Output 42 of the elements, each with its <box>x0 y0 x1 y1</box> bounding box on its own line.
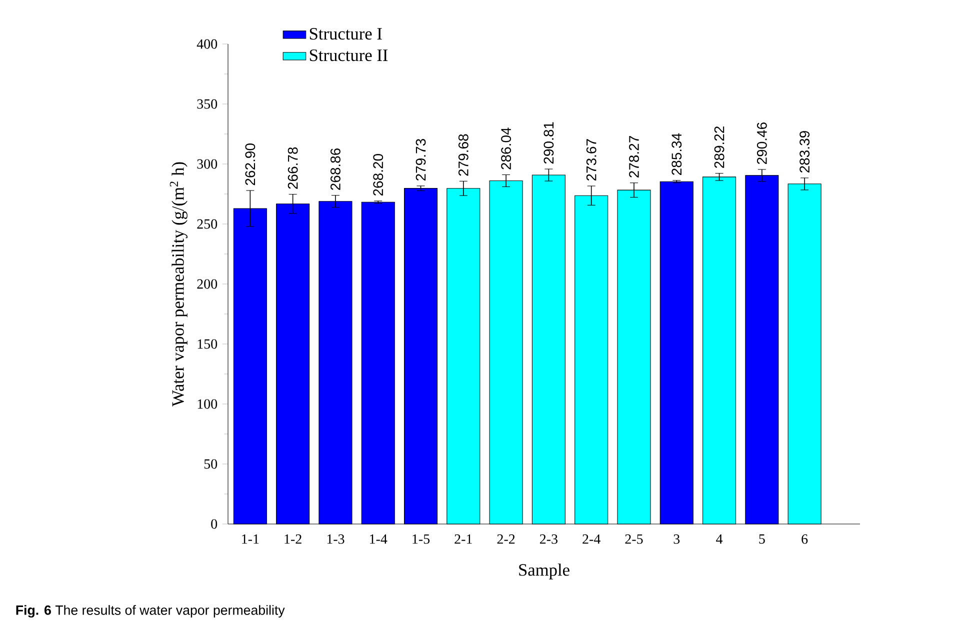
data-label: 290.81 <box>544 122 554 164</box>
y-tick-label: 400 <box>196 39 218 49</box>
legend-label: Structure I <box>310 28 382 40</box>
data-label: 273.67 <box>586 139 596 181</box>
x-tick-label: 1-5 <box>412 534 430 544</box>
x-tick-label: 6 <box>802 534 808 544</box>
x-tick-label: 3 <box>674 534 680 544</box>
y-tick-label: 0 <box>211 519 218 529</box>
y-tick-label: 50 <box>204 459 218 469</box>
x-tick-label: 1-2 <box>284 534 302 544</box>
data-label: 279.68 <box>458 134 468 176</box>
y-tick-label: 100 <box>198 399 218 409</box>
data-label: 268.86 <box>330 148 340 190</box>
data-label: 279.73 <box>416 139 426 180</box>
x-tick-label: 2-4 <box>582 534 600 544</box>
data-label: 262.90 <box>245 144 256 186</box>
data-label: 266.78 <box>288 147 298 189</box>
y-tick-label: 250 <box>197 219 218 229</box>
x-tick-label: 4 <box>716 534 723 544</box>
data-label: 278.27 <box>629 136 639 178</box>
x-axis-title: Sample <box>519 564 570 580</box>
data-label: 286.04 <box>501 128 512 170</box>
data-label: 268.20 <box>373 154 384 196</box>
x-tick-label: 5 <box>759 534 765 544</box>
y-tick-label: 200 <box>197 279 218 289</box>
legend-label: Structure II <box>310 49 388 62</box>
y-tick-label: 150 <box>198 339 218 349</box>
x-tick-label: 1-3 <box>327 534 344 544</box>
data-label: 289.22 <box>714 126 724 168</box>
x-tick-label: 1-4 <box>370 534 388 544</box>
x-tick-label: 2-5 <box>625 534 643 544</box>
data-label: 283.39 <box>800 131 810 172</box>
text: Fig. 6 The results of water vapor permeability <box>16 605 285 618</box>
y-tick-label: 300 <box>197 159 218 169</box>
data-label: 285.34 <box>672 133 682 175</box>
y-axis-title: Water vapor permeability (g/(m$^{2}$ h) <box>170 162 188 406</box>
x-tick-label: 1-1 <box>242 534 259 544</box>
x-tick-label: 2-2 <box>497 534 515 544</box>
x-tick-label: 2-3 <box>540 534 558 544</box>
y-tick-label: 350 <box>197 99 218 109</box>
data-label: 290.46 <box>756 122 767 164</box>
x-tick-label: 2-1 <box>454 534 472 544</box>
